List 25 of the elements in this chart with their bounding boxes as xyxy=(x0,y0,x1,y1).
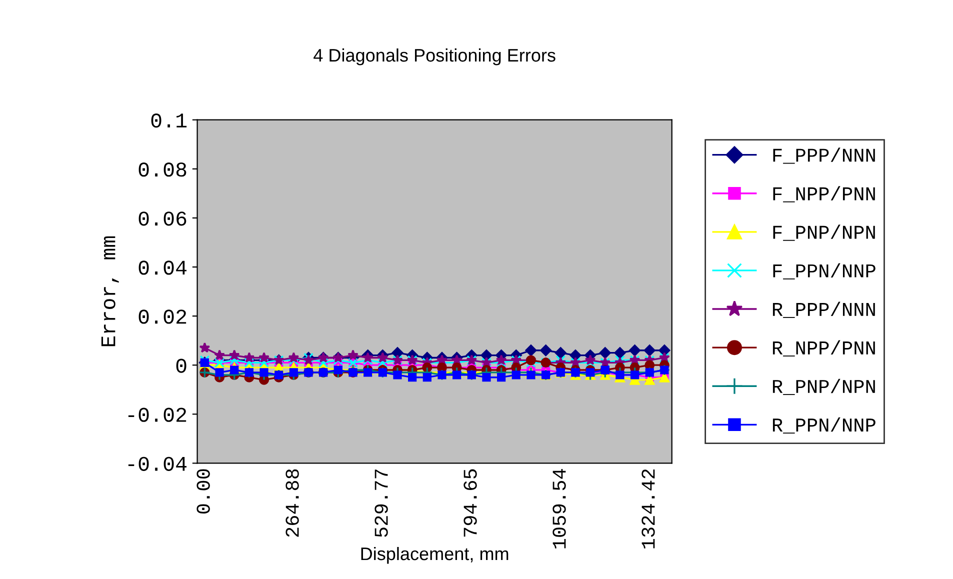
x-tick-label: 794.65 xyxy=(464,469,477,537)
y-tick-label: 0.1 xyxy=(151,113,187,128)
y-tick-label: 0.06 xyxy=(138,212,186,226)
y-tick-label: 0.08 xyxy=(138,162,186,177)
y-tick-label: 0 xyxy=(176,358,186,373)
legend-label: F_PNP/NPN xyxy=(773,224,875,241)
y-tick-label: -0.02 xyxy=(128,408,186,422)
legend-label: F_PPP/NNN xyxy=(773,148,875,164)
legend-label: F_PPN/NNP xyxy=(773,263,876,280)
chart-title: 4 Diagonals Positioning Errors xyxy=(314,48,556,66)
x-tick-label: 1324.42 xyxy=(642,469,655,548)
x-tick-label: 264.88 xyxy=(286,469,299,537)
y-axis-title: Error, mm xyxy=(101,236,119,346)
legend-label: F_NPP/PNN xyxy=(773,186,875,202)
legend-label: R_PPN/NNP xyxy=(772,417,876,434)
legend-label: R_NPP/PNN xyxy=(772,340,875,356)
y-tick-label: -0.04 xyxy=(128,456,186,471)
legend-label: R_PNP/NPN xyxy=(772,378,875,395)
y-tick-label: 0.02 xyxy=(138,310,186,324)
y-tick-label: 0.04 xyxy=(138,260,186,275)
x-tick-label: 1059.54 xyxy=(552,469,566,548)
x-axis-title: Displacement, mm xyxy=(361,546,508,564)
x-tick-label: 0.00 xyxy=(196,469,210,514)
legend-label: R_PPP/NNN xyxy=(772,302,875,318)
x-tick-label: 529.77 xyxy=(374,470,388,537)
